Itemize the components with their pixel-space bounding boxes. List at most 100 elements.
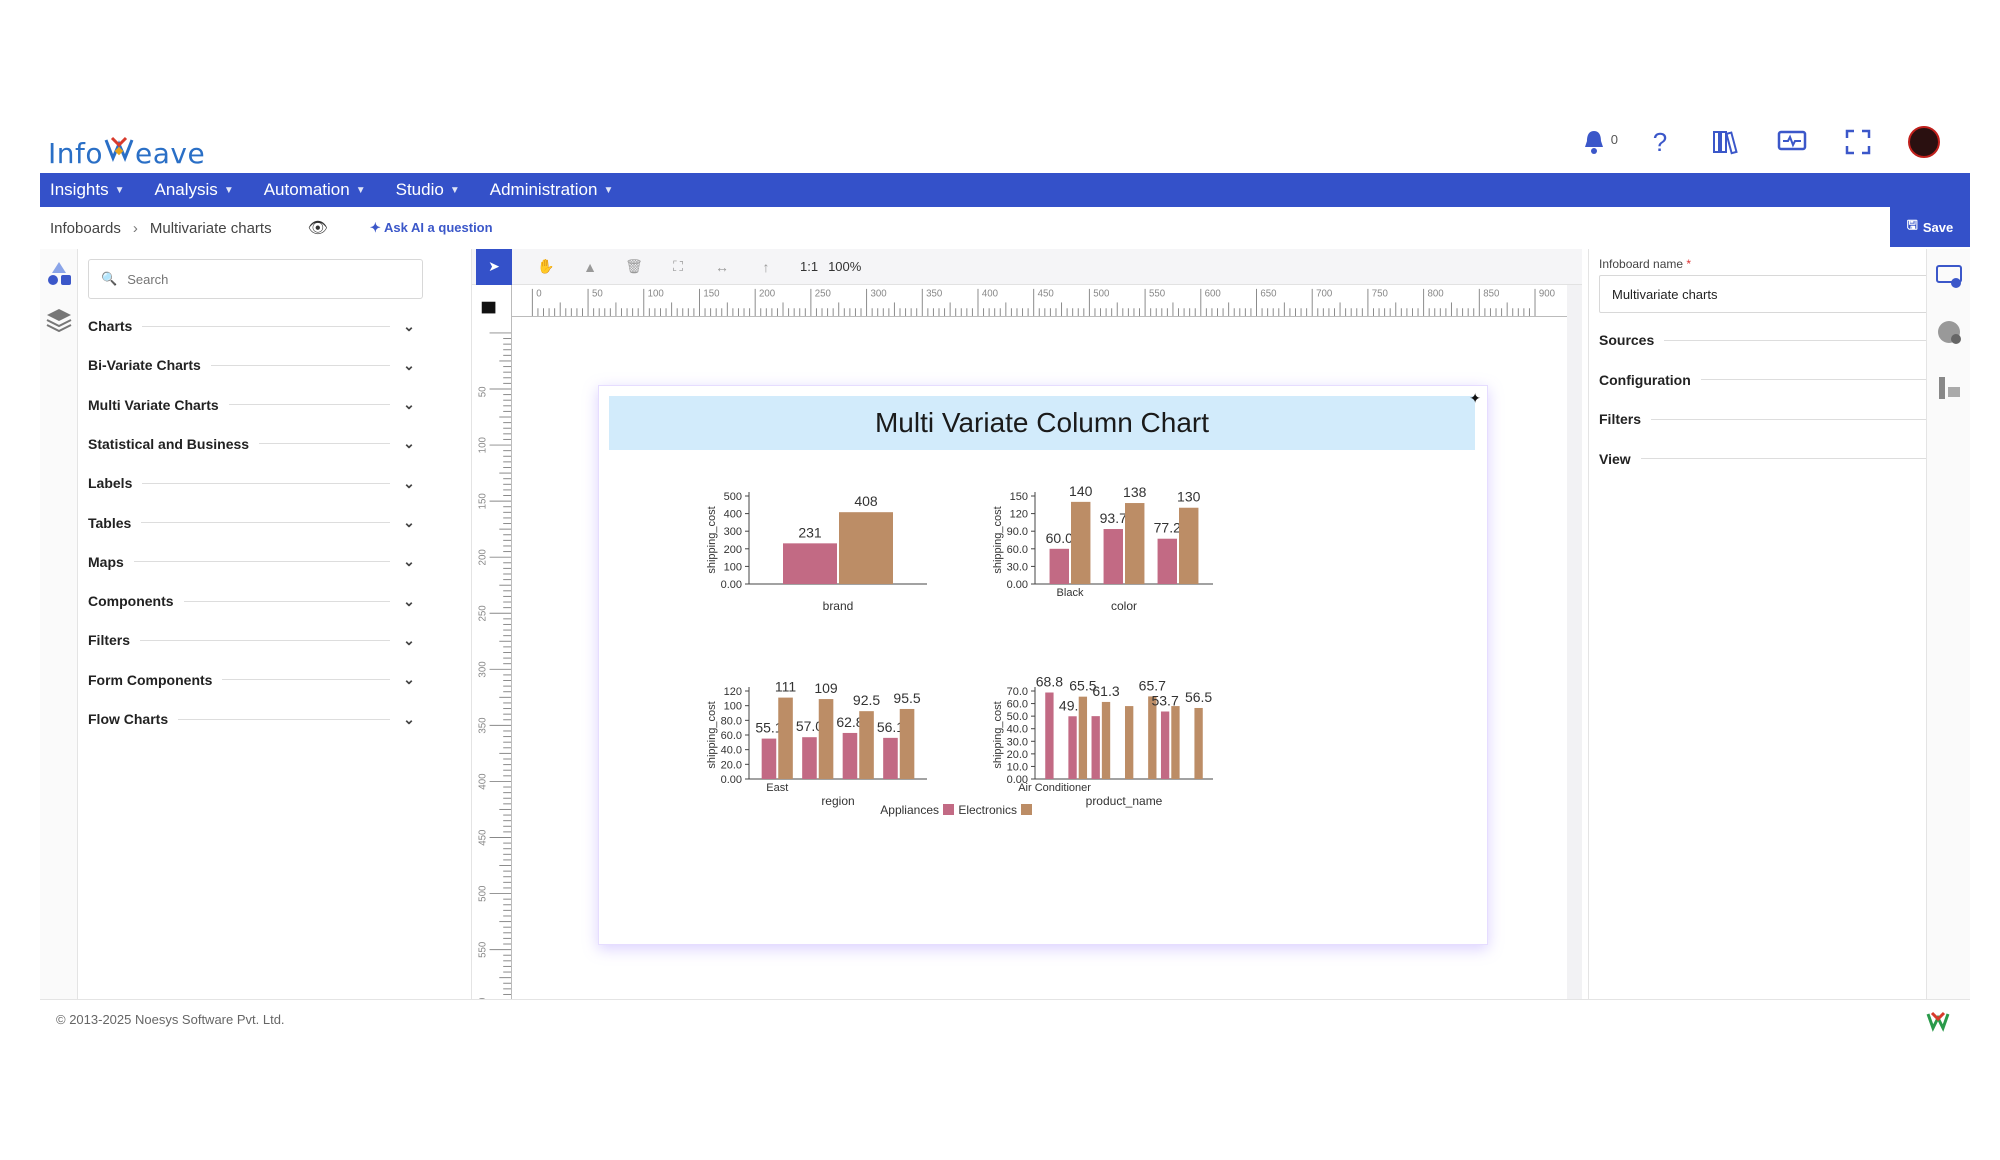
required-marker: *	[1686, 257, 1692, 271]
bar-appliances[interactable]	[802, 737, 817, 779]
category-charts[interactable]: Charts ⌄	[88, 307, 418, 345]
nav-analysis[interactable]: Analysis ▼	[155, 180, 234, 200]
section-view[interactable]: View⌄	[1599, 442, 1949, 476]
y-tick-label: 300	[724, 526, 742, 538]
lock-icon[interactable]	[481, 301, 496, 314]
chart-settings-icon[interactable]	[1934, 261, 1964, 291]
chevron-down-icon: ⌄	[403, 553, 415, 570]
monitor-icon[interactable]	[1776, 126, 1808, 158]
pan-tool-icon[interactable]: ✋	[537, 258, 555, 274]
nav-automation[interactable]: Automation ▼	[264, 180, 366, 200]
notification-bell-icon[interactable]: 0	[1578, 126, 1618, 158]
category-components[interactable]: Components ⌄	[88, 582, 418, 620]
category-bi-variate-charts[interactable]: Bi-Variate Charts ⌄	[88, 346, 418, 384]
data-label: 408	[854, 493, 878, 509]
bar-appliances[interactable]	[1157, 538, 1177, 584]
bar-electronics[interactable]	[859, 711, 874, 779]
fullscreen-icon[interactable]	[1842, 126, 1874, 158]
bar-appliances[interactable]	[842, 732, 858, 779]
ruler-label: 700	[1316, 289, 1332, 300]
data-label: 140	[1069, 483, 1093, 499]
infoboard-name-input[interactable]	[1599, 275, 1959, 313]
category-form-components[interactable]: Form Components ⌄	[88, 661, 418, 699]
bar-electronics[interactable]	[1078, 696, 1088, 779]
y-axis-label: shipping_cost	[706, 506, 718, 573]
user-avatar[interactable]	[1908, 126, 1940, 158]
section-sources[interactable]: Sources⌄	[1599, 323, 1949, 357]
y-tick-label: 30.0	[1007, 736, 1028, 748]
zoom-level[interactable]: 100%	[828, 259, 862, 274]
delete-icon[interactable]: 🗑	[625, 258, 643, 274]
bar-electronics[interactable]	[1125, 706, 1134, 779]
category-label: Bi-Variate Charts	[88, 357, 201, 374]
fit-icon[interactable]: ⛶	[673, 258, 683, 274]
breadcrumb-root[interactable]: Infoboards	[50, 219, 121, 237]
bar-appliances[interactable]	[761, 738, 777, 779]
bar-appliances[interactable]	[783, 543, 837, 584]
bar-electronics[interactable]	[1194, 707, 1203, 779]
nav-administration[interactable]: Administration ▼	[490, 180, 614, 200]
bar-appliances[interactable]	[1103, 529, 1123, 584]
ai-sparkle-icon[interactable]: ✦	[1469, 390, 1481, 406]
divider	[1700, 379, 1928, 380]
ruler-label: 50	[592, 289, 603, 300]
category-maps[interactable]: Maps ⌄	[88, 543, 418, 581]
search-input[interactable]	[127, 271, 408, 287]
bar-electronics[interactable]	[1125, 503, 1145, 584]
library-icon[interactable]	[1710, 126, 1742, 158]
bar-appliances[interactable]	[1049, 548, 1069, 584]
bar-electronics[interactable]	[1071, 501, 1091, 584]
category-multi-variate-charts[interactable]: Multi Variate Charts ⌄	[88, 386, 418, 424]
nav-insights[interactable]: Insights ▼	[50, 180, 125, 200]
bar-appliances[interactable]	[1068, 716, 1077, 779]
bar-electronics[interactable]	[899, 708, 915, 779]
footer-logo-icon	[1926, 1011, 1950, 1032]
divider	[133, 561, 390, 563]
bar-electronics[interactable]	[818, 699, 834, 779]
y-tick-label: 60.0	[721, 730, 742, 742]
chart-panel: 0.00 20.0 40.0 60.0 80.0 100 120 shipping_cost 5…	[706, 679, 927, 808]
bar-electronics[interactable]	[839, 512, 893, 584]
divider	[210, 364, 390, 366]
nav-label: Analysis	[154, 180, 218, 199]
category-flow-charts[interactable]: Flow Charts ⌄	[88, 700, 418, 738]
bar-electronics[interactable]	[1171, 706, 1180, 779]
brand-text-right: eave	[135, 136, 206, 170]
shapes-icon[interactable]	[44, 259, 74, 289]
help-icon[interactable]: ?	[1652, 126, 1668, 157]
save-button[interactable]: 🖫 Save	[1890, 207, 1970, 247]
eye-icon[interactable]: 👁	[307, 220, 328, 237]
arrows-icon[interactable]: ↔	[715, 258, 729, 275]
section-filters[interactable]: Filters⌄	[1599, 402, 1949, 436]
bar-appliances[interactable]	[883, 737, 898, 779]
bar-electronics[interactable]	[1179, 507, 1199, 584]
divider	[222, 679, 390, 681]
layers-icon[interactable]	[44, 305, 74, 335]
ratio-label[interactable]: 1:1	[800, 259, 819, 274]
section-configuration[interactable]: Configuration⌄	[1599, 363, 1949, 397]
tools-icon[interactable]	[1934, 373, 1964, 403]
pointer-tool-icon[interactable]: ➤	[476, 248, 512, 285]
category-tables[interactable]: Tables ⌄	[88, 504, 418, 542]
category-statistical-and-business[interactable]: Statistical and Business ⌄	[88, 425, 418, 463]
data-label: 60.0	[1046, 530, 1073, 546]
legend-swatch[interactable]	[943, 804, 954, 815]
category-labels[interactable]: Labels ⌄	[88, 464, 418, 502]
chart-widget[interactable]: Multi Variate Column Chart ✦ 0.00 100 200 3…	[598, 385, 1488, 945]
data-label: 61.3	[1092, 683, 1119, 699]
upload-icon[interactable]: ↑	[762, 258, 770, 275]
bar-electronics[interactable]	[778, 697, 793, 779]
legend-swatch[interactable]	[1021, 804, 1032, 815]
shapes-tool-icon[interactable]: ▲	[583, 258, 597, 275]
bar-electronics[interactable]	[1101, 701, 1111, 779]
ask-ai-link[interactable]: ✦ Ask AI a question	[370, 220, 493, 236]
bar-appliances[interactable]	[1160, 711, 1170, 779]
nav-studio[interactable]: Studio ▼	[396, 180, 460, 200]
category-filters[interactable]: Filters ⌄	[88, 621, 418, 659]
bar-electronics[interactable]	[1148, 696, 1157, 779]
bar-appliances[interactable]	[1091, 716, 1100, 779]
brand-logo[interactable]: Info eave	[48, 128, 205, 178]
bar-appliances[interactable]	[1045, 692, 1054, 779]
data-label: 53.7	[1151, 692, 1178, 708]
palette-icon[interactable]	[1934, 317, 1964, 347]
